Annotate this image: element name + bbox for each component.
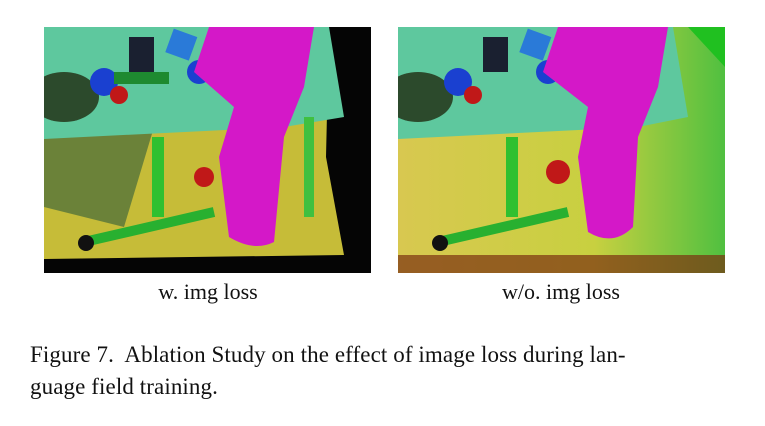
- render-without-img-loss: [398, 27, 725, 273]
- render-with-img-loss: [44, 27, 371, 273]
- panel-label: w. img loss: [158, 279, 258, 304]
- caption-line: Figure 7. Ablation Study on the effect o…: [30, 342, 626, 367]
- figure-images: [44, 27, 725, 273]
- caption-line: guage field training.: [30, 374, 218, 399]
- panel-label: w/o. img loss: [502, 279, 620, 304]
